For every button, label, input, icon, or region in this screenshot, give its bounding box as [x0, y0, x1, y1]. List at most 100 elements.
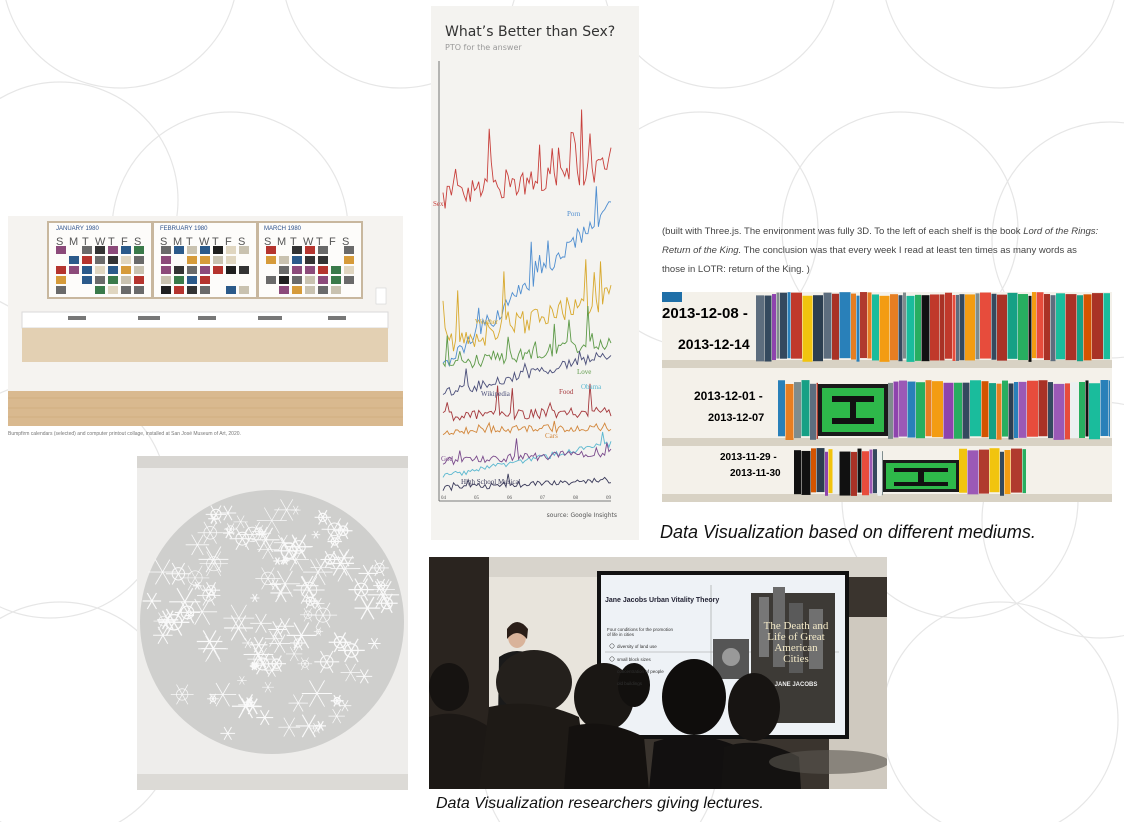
snowflake-shape	[256, 709, 274, 726]
snowflake-shape	[326, 551, 355, 576]
calendar-weekday: M	[277, 236, 287, 248]
calendar-weekday: M	[173, 236, 183, 248]
snowflake-shape	[300, 607, 316, 622]
book-spine	[839, 451, 851, 496]
calendar-weekday: S	[264, 236, 272, 248]
calendar-weekday: T	[212, 236, 219, 248]
series-label: Love	[577, 368, 591, 376]
bookshelf-caption-book: Lord of the Rings: Return of the King.	[662, 226, 1099, 256]
book-spine	[839, 292, 851, 359]
book-spine	[1053, 383, 1065, 440]
cars-series-line	[442, 420, 612, 436]
shelf-row3-to: 2013-11-30	[730, 468, 781, 479]
book-spine	[939, 294, 945, 361]
series-label: Food	[559, 388, 574, 396]
book-spine	[776, 292, 780, 359]
book-spine	[772, 294, 776, 361]
book-spine	[956, 294, 959, 361]
slide-item: small block sizes	[617, 657, 651, 662]
book-spine	[1022, 449, 1026, 494]
snowflake-shape	[358, 564, 378, 582]
snowflake-shape	[296, 575, 319, 596]
book-spine	[1007, 292, 1018, 359]
snowflake-shape	[338, 699, 352, 712]
slide-title: Jane Jacobs Urban Vitality Theory	[605, 597, 720, 604]
calendar-weekday: T	[108, 236, 115, 248]
snowflake-shape	[219, 505, 237, 521]
calendar-weekday: S	[342, 236, 350, 248]
snowflake-shape	[165, 562, 191, 585]
book-spine	[856, 295, 860, 362]
snowflake-shape	[209, 682, 237, 707]
snowflake-shape	[262, 681, 274, 693]
book-spine	[867, 292, 872, 359]
book-spine	[857, 448, 862, 493]
book-spine	[906, 295, 915, 362]
slide-intro: Four conditions for the promotion of lif…	[607, 627, 674, 637]
book-spine	[1028, 295, 1032, 362]
series-label: High School Musical	[461, 478, 521, 486]
series-label: Sex	[433, 200, 444, 208]
book-spine	[921, 295, 930, 362]
calendar-month-jan: JANUARY 1980	[56, 226, 99, 232]
book-spine	[930, 294, 939, 361]
book-spine	[778, 380, 785, 437]
x-tick-label: 06	[507, 496, 513, 501]
snowflake-shape	[320, 550, 340, 568]
book-spine	[780, 292, 787, 359]
book-spine	[813, 295, 823, 362]
series-label: God	[441, 455, 454, 463]
line-chart-poster: What’s Better than Sex? PTO for the answ…	[431, 6, 639, 540]
book-spine	[967, 450, 979, 495]
book-spine	[903, 292, 906, 359]
snowflake-shape	[268, 621, 287, 638]
snowflake-shape	[370, 559, 389, 577]
book-spine	[898, 295, 903, 362]
snowflake-shape	[314, 650, 340, 673]
snowflake-shape	[354, 596, 381, 620]
book-spine	[794, 382, 801, 439]
obama-series-line	[442, 431, 612, 478]
bookshelf-caption-end: The conclusion was that every week I rea…	[662, 245, 1077, 275]
x-tick-label: 09	[606, 496, 612, 501]
snowflake-shape	[285, 646, 303, 662]
snowflake-shape	[169, 587, 201, 616]
snowflake-shape	[297, 657, 313, 671]
bookshelf-caption-start: (built with Three.js. The environment wa…	[662, 226, 1024, 237]
snowflake-shape	[274, 499, 299, 521]
snowflake-shape	[270, 583, 292, 603]
book-spine	[996, 383, 1002, 440]
snowflake-shape	[267, 655, 287, 672]
book-spine	[965, 294, 975, 361]
series-label: Porn	[567, 210, 581, 218]
book-cover-title: The Death and Life of Great American Cit…	[763, 620, 829, 665]
book-spine	[1056, 293, 1065, 360]
snowflake-shape	[249, 661, 260, 671]
snowflake-shape	[310, 558, 332, 577]
slide-item: concentration of people	[617, 669, 664, 674]
snowflake-shape	[187, 598, 218, 625]
book-spine	[915, 294, 921, 361]
snowflake-shape	[348, 578, 374, 601]
book-spine	[869, 449, 873, 494]
book-spine	[1100, 380, 1109, 437]
shelf-row2-from: 2013-12-01 -	[694, 389, 763, 403]
book-spine	[879, 295, 890, 362]
book-spine	[989, 383, 996, 440]
shelf-row1-to: 2013-12-14	[678, 336, 750, 352]
snowflake-shape	[198, 546, 229, 573]
snowflake-shape	[308, 602, 338, 628]
poster-title: What’s Better than Sex?	[445, 24, 616, 40]
book-spine	[989, 448, 1000, 493]
hsm-series-line	[442, 473, 612, 492]
book-spine	[945, 292, 952, 359]
snowflake-shape	[153, 626, 173, 644]
snowflake-shape	[148, 559, 177, 585]
calendar-weekday: S	[160, 236, 168, 248]
snowflake-shape	[185, 534, 210, 556]
lectures-caption: Data Visualization researchers giving le…	[436, 795, 764, 812]
love-series-line	[442, 305, 612, 369]
lotr-book-marker	[818, 384, 959, 492]
book-spine	[1038, 380, 1048, 437]
book-spine	[1032, 292, 1036, 359]
